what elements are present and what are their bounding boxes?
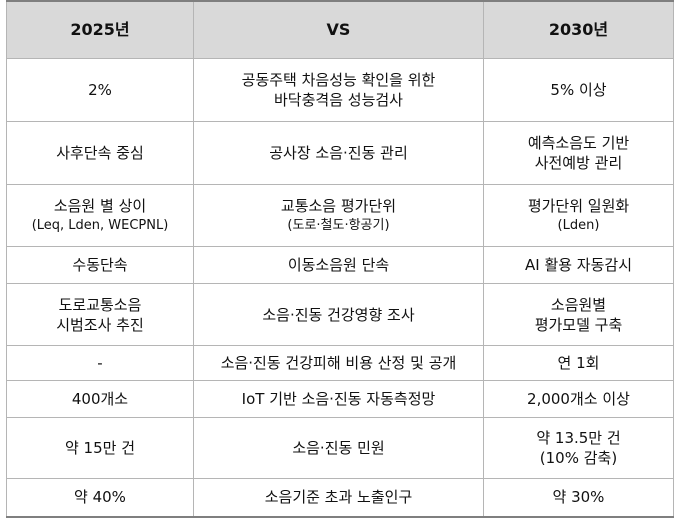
cell-text: (10% 감축) [539,449,618,467]
table-header: 2025년 VS 2030년 [6,0,674,59]
cell-text: 5% 이상 [550,81,607,99]
cell-text: (도로·철도·항공기) [287,217,390,233]
cell-2025: 400개소 [6,380,194,418]
table-row: 수동단속 이동소음원 단속 AI 활용 자동감시 [6,246,674,284]
cell-text: 약 13.5만 건 [536,429,621,447]
cell-text: 예측소음도 기반 [527,134,630,152]
cell-text: - [97,354,103,372]
cell-2030: 약 13.5만 건 (10% 감축) [483,417,674,479]
cell-text: 평가단위 일원화 [527,196,630,215]
cell-text: 소음원 별 상이 [53,196,147,215]
cell-text: 시범조사 추진 [56,315,144,334]
cell-item: 소음기준 초과 노출인구 [193,478,484,518]
cell-item: 이동소음원 단속 [193,246,484,284]
cell-text: (Leq, Lden, WECPNL) [31,217,169,233]
cell-2025: 2% [6,58,194,122]
cell-2030: 5% 이상 [483,58,674,122]
cell-text: AI 활용 자동감시 [524,256,633,274]
cell-2025: 소음원 별 상이 (Leq, Lden, WECPNL) [6,184,194,247]
cell-2030: 2,000개소 이상 [483,380,674,418]
cell-text: 공사장 소음·진동 관리 [269,144,408,162]
table-row: 400개소 IoT 기반 소음·진동 자동측정망 2,000개소 이상 [6,380,674,418]
cell-text: IoT 기반 소음·진동 자동측정망 [241,390,436,408]
cell-text: 소음·진동 건강영향 조사 [262,305,415,324]
cell-text: 2% [88,81,112,99]
cell-text: 약 30% [552,488,605,507]
cell-item: IoT 기반 소음·진동 자동측정망 [193,380,484,418]
cell-text: 소음기준 초과 노출인구 [264,488,413,507]
header-row: 2025년 VS 2030년 [6,0,674,59]
cell-text: 도로교통소음 [58,295,142,314]
cell-item: 소음·진동 건강영향 조사 [193,283,484,346]
cell-2025: 사후단속 중심 [6,121,194,185]
cell-text: 약 15만 건 [64,439,136,457]
cell-2025: - [6,345,194,381]
table-row: 소음원 별 상이 (Leq, Lden, WECPNL) 교통소음 평가단위 (도로… [6,184,674,247]
cell-text: 소음원별 [550,295,607,314]
cell-text: 공동주택 차음성능 확인을 위한 [241,71,436,89]
cell-text: 2,000개소 이상 [527,390,630,408]
cell-text: (Lden) [557,217,600,233]
header-2025: 2025년 [6,0,194,59]
cell-text: 400개소 [71,390,129,408]
cell-2030: 평가단위 일원화 (Lden) [483,184,674,247]
cell-2025: 약 40% [6,478,194,518]
cell-text: 연 1회 [557,354,600,372]
cell-text: 소음·진동 민원 [292,439,385,457]
cell-text: 수동단속 [72,256,128,274]
cell-2030: 연 1회 [483,345,674,381]
cell-text: 사후단속 중심 [56,144,144,162]
cell-2030: AI 활용 자동감시 [483,246,674,284]
cell-item: 교통소음 평가단위 (도로·철도·항공기) [193,184,484,247]
cell-text: 소음·진동 건강피해 비용 산정 및 공개 [220,354,457,372]
table-row: 약 15만 건 소음·진동 민원 약 13.5만 건 (10% 감축) [6,417,674,479]
cell-2025: 도로교통소음 시범조사 추진 [6,283,194,346]
table-row: 도로교통소음 시범조사 추진 소음·진동 건강영향 조사 소음원별 평가모델 구축 [6,283,674,346]
cell-text: 약 40% [74,488,126,507]
cell-item: 소음·진동 민원 [193,417,484,479]
cell-text: 바닥충격음 성능검사 [274,91,403,109]
cell-text: 평가모델 구축 [534,315,623,334]
header-2030: 2030년 [483,0,674,59]
cell-item: 공사장 소음·진동 관리 [193,121,484,185]
cell-2030: 소음원별 평가모델 구축 [483,283,674,346]
table-row: 약 40% 소음기준 초과 노출인구 약 30% [6,478,674,518]
cell-text: 교통소음 평가단위 [280,196,397,215]
cell-text: 사전예방 관리 [534,154,623,172]
cell-2030: 약 30% [483,478,674,518]
header-vs: VS [193,0,484,59]
cell-2025: 약 15만 건 [6,417,194,479]
table-row: - 소음·진동 건강피해 비용 산정 및 공개 연 1회 [6,345,674,381]
cell-2025: 수동단속 [6,246,194,284]
cell-text: 이동소음원 단속 [287,256,390,274]
cell-item: 소음·진동 건강피해 비용 산정 및 공개 [193,345,484,381]
